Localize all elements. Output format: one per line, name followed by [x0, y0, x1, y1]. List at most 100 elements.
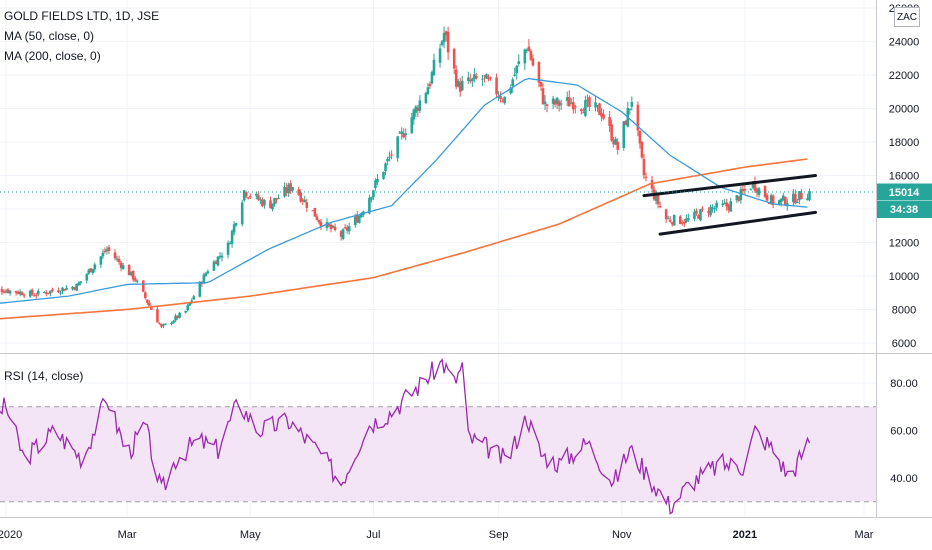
- candle-body: [285, 187, 288, 193]
- candle-body: [287, 184, 290, 194]
- trend-line[interactable]: [658, 210, 818, 236]
- candle-body: [263, 200, 266, 206]
- candle-body: [388, 156, 391, 158]
- candle-body: [141, 280, 145, 292]
- candle-body: [37, 290, 40, 295]
- candle-body: [218, 255, 222, 257]
- candle-body: [602, 114, 605, 119]
- candle-body: [382, 171, 385, 180]
- candle-body: [51, 289, 54, 292]
- ma200-line: [0, 158, 808, 320]
- ma50-line: [0, 77, 808, 304]
- currency-button[interactable]: ZAC: [894, 7, 920, 27]
- candle-body: [737, 196, 741, 201]
- candle-body: [697, 215, 700, 219]
- candle-body: [14, 291, 18, 293]
- candle-body: [160, 324, 163, 327]
- candle-body: [325, 222, 329, 228]
- time-axis[interactable]: 2020 Mar May Jul Sep Nov 2021 Mar: [0, 529, 874, 541]
- price-tick: 22000: [889, 70, 920, 82]
- candle-body: [598, 103, 601, 115]
- candle-body: [244, 192, 248, 197]
- candle-body: [28, 290, 32, 297]
- candle-body: [765, 195, 769, 201]
- candle-body: [313, 207, 317, 217]
- candle-body: [440, 41, 444, 46]
- candle-body: [105, 249, 109, 252]
- candle-body: [93, 264, 97, 270]
- candle-body: [115, 258, 119, 260]
- candle-body: [87, 269, 91, 274]
- time-tick: Sep: [489, 529, 509, 541]
- candle-body: [398, 132, 401, 134]
- candle-body: [725, 202, 729, 207]
- candle-body: [368, 197, 371, 214]
- price-tick: 12000: [889, 238, 920, 250]
- candle-body: [289, 183, 292, 192]
- candle-body: [628, 108, 632, 111]
- candle-body: [148, 302, 151, 306]
- candle-body: [319, 221, 323, 228]
- candle-body: [559, 103, 563, 105]
- candle-body: [402, 133, 406, 138]
- ma200-legend[interactable]: MA (200, close, 0): [4, 49, 101, 63]
- candle-body: [571, 102, 575, 110]
- candle-body: [216, 256, 220, 266]
- candle-body: [127, 265, 131, 276]
- candle-body: [555, 97, 559, 104]
- rsi-pane: [0, 358, 876, 515]
- candle-body: [347, 226, 351, 232]
- candle-body: [574, 106, 577, 108]
- candle-body: [743, 189, 747, 191]
- candle-body: [471, 78, 474, 82]
- ma50-legend[interactable]: MA (50, close, 0): [4, 29, 95, 43]
- candle-body: [164, 323, 167, 325]
- price-tick: 8000: [892, 305, 916, 317]
- candle-body: [796, 201, 799, 203]
- candle-body: [146, 299, 149, 303]
- candle-body: [806, 198, 809, 201]
- symbol-title[interactable]: GOLD FIELDS LTD, 1D, JSE: [4, 9, 160, 23]
- candle-body: [527, 46, 531, 52]
- last-price-badge-bg: [877, 183, 932, 201]
- candle-body: [638, 130, 642, 144]
- candle-body: [446, 31, 450, 53]
- candle-body: [178, 312, 181, 318]
- candle-body: [695, 210, 698, 214]
- rsi-axis[interactable]: 40.00 60.00 80.00: [890, 378, 918, 485]
- candle-body: [131, 271, 135, 280]
- rsi-title[interactable]: RSI (14, close): [4, 369, 84, 383]
- price-tick: 10000: [889, 271, 920, 283]
- candle-body: [630, 101, 634, 107]
- candle-body: [588, 97, 591, 107]
- candle-body: [242, 190, 246, 201]
- candle-body: [410, 117, 414, 134]
- candle-body: [640, 141, 644, 158]
- candle-body: [467, 77, 470, 81]
- price-tick: 16000: [889, 171, 920, 183]
- price-axis[interactable]: 6000 8000 10000 12000 14000 16000 18000 …: [889, 3, 920, 350]
- candle-body: [386, 158, 389, 162]
- candle-body: [666, 218, 670, 220]
- candle-body: [600, 113, 603, 117]
- candle-body: [755, 189, 759, 194]
- candle-body: [458, 82, 462, 92]
- candle-body: [202, 274, 206, 284]
- candle-body: [557, 101, 561, 106]
- candle-body: [444, 31, 448, 36]
- candle-body: [101, 252, 105, 257]
- candle-body: [644, 176, 648, 178]
- candle-body: [269, 200, 272, 209]
- candle-body: [487, 77, 490, 80]
- candle-body: [729, 201, 733, 212]
- rsi-tick: 40.00: [890, 473, 918, 485]
- candle-body: [656, 194, 660, 205]
- trend-line[interactable]: [642, 174, 818, 198]
- candle-body: [353, 216, 357, 226]
- candle-body: [390, 154, 393, 156]
- candle-body: [150, 306, 153, 310]
- candle-body: [664, 209, 668, 220]
- candle-body: [214, 261, 218, 265]
- candle-body: [277, 198, 280, 200]
